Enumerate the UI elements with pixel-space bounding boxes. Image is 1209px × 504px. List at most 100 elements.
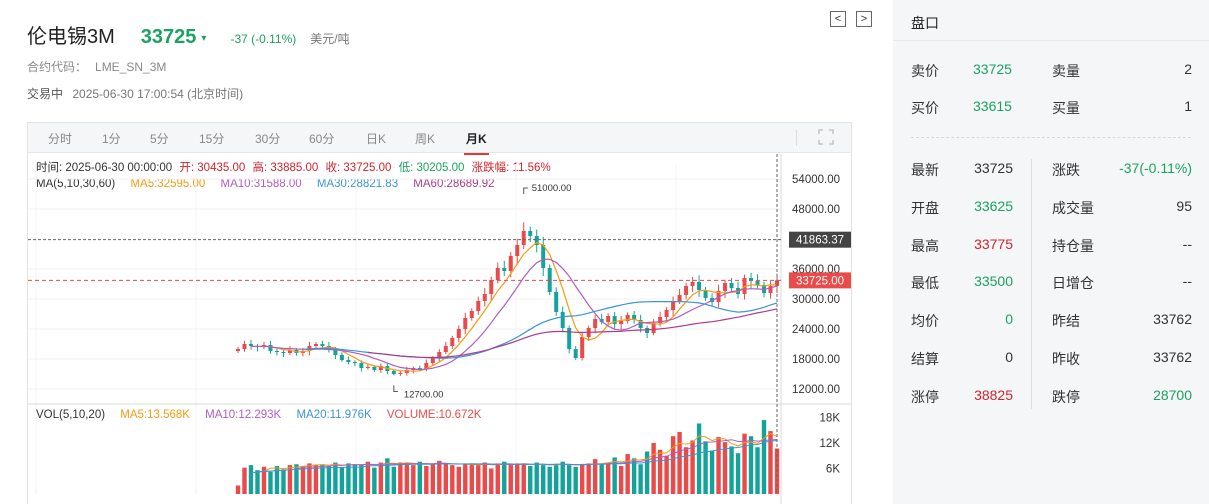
tab-30min[interactable]: 30分: [255, 132, 281, 146]
volume-bar: [618, 465, 624, 494]
volume-bar: [722, 442, 728, 494]
volume-bar: [281, 469, 286, 494]
candle-body: [651, 323, 656, 333]
tab-60min[interactable]: 60分: [309, 132, 335, 146]
volume-bar: [287, 465, 293, 494]
open-interest-value: --: [1182, 235, 1192, 252]
price-tick-label: 12000.00: [792, 384, 840, 396]
candle-body: [749, 278, 754, 281]
volume-bar: [508, 465, 513, 494]
volume-bar: [365, 461, 371, 494]
ma60-value: MA60:28689.92: [413, 178, 495, 190]
volume-bar: [378, 462, 384, 494]
bid-volume-label: 买量: [1052, 100, 1080, 116]
candle-body: [625, 315, 630, 321]
volume-bar: [768, 431, 773, 494]
settle-label: 结算: [911, 351, 939, 367]
volume-bar: [528, 465, 533, 494]
candle-body: [495, 268, 500, 280]
candle-body: [489, 280, 494, 294]
candle-body: [716, 291, 721, 302]
volume-bar: [599, 464, 604, 494]
prev-close-value: 33762: [1153, 349, 1192, 365]
prev-button[interactable]: <: [830, 11, 846, 27]
candle-body: [437, 352, 442, 358]
volume-bar: [274, 465, 280, 494]
candle-body: [404, 370, 409, 373]
next-button[interactable]: >: [856, 11, 872, 27]
vol-ma5: MA5:13.568K: [120, 409, 190, 421]
ask-price-label: 卖价: [911, 63, 939, 79]
candle-body: [430, 358, 435, 363]
candle-body: [281, 352, 286, 353]
candle-body: [619, 321, 624, 324]
volume-bar: [248, 465, 254, 494]
volume-bar: [586, 463, 591, 494]
volume-bar: [651, 443, 656, 494]
candle-body: [632, 315, 637, 320]
price-tick-label: 30000.00: [792, 294, 840, 306]
volume-bar: [735, 453, 741, 494]
candle-body: [521, 231, 526, 245]
volume-bar: [534, 462, 539, 494]
tab-1min[interactable]: 1分: [102, 132, 121, 146]
candle-body: [482, 294, 487, 301]
volume-bar: [313, 465, 319, 494]
volume-bar: [742, 433, 747, 494]
candle-body: [456, 329, 461, 338]
tab-weekly-k[interactable]: 周K: [415, 132, 436, 146]
candle-body: [755, 281, 760, 285]
candle-body: [469, 311, 474, 318]
volume-bar: [326, 465, 332, 494]
volume-bar: [579, 464, 585, 494]
period-tabbar: 分时 1分 5分 15分 30分 60分 日K 周K 月K: [28, 123, 851, 155]
candle-body: [339, 355, 344, 360]
volume-tick-label: 18K: [820, 413, 841, 425]
volume-bar: [352, 464, 358, 494]
candle-body: [593, 319, 598, 328]
volume-label: 成交量: [1052, 199, 1094, 216]
volume-bar: [482, 462, 487, 494]
candle-body: [248, 344, 253, 346]
volume-bar: [716, 437, 721, 494]
candle-body: [417, 368, 422, 369]
volume-bar: [729, 446, 734, 494]
fullscreen-icon[interactable]: [818, 129, 834, 145]
volume-bar: [515, 463, 520, 494]
ohlc-close: 收: 33725.00: [325, 162, 392, 174]
low-marker-label: 12700.00: [404, 390, 444, 401]
latest-value: 33725: [974, 160, 1013, 176]
candle-body: [664, 310, 669, 317]
tab-5min[interactable]: 5分: [150, 132, 169, 146]
ma10-value: MA10:31588.00: [220, 178, 302, 190]
candle-body: [742, 278, 747, 294]
volume-bar: [748, 436, 754, 494]
status-row: 交易中 2025-06-30 17:00:54 (北京时间): [27, 85, 243, 102]
timestamp: 2025-06-30 17:00:54 (北京时间): [72, 87, 244, 101]
high-label: 最高: [911, 237, 939, 254]
low-label: 最低: [911, 275, 939, 292]
volume-bar: [573, 466, 578, 494]
ohlc-change-pct: 涨跌幅: 11.56%: [471, 162, 551, 174]
candle-body: [476, 301, 481, 311]
price-unit: 美元/吨: [310, 32, 350, 46]
volume-bar: [300, 466, 306, 494]
volume-bar: [476, 465, 481, 494]
tab-monthly-k[interactable]: 月K: [464, 132, 489, 155]
tab-timeshare[interactable]: 分时: [48, 132, 73, 146]
tab-15min[interactable]: 15分: [199, 132, 225, 146]
candle-body: [365, 367, 370, 368]
volume-bar: [307, 463, 312, 494]
volume-bar: [320, 464, 325, 494]
volume-bar: [333, 462, 338, 494]
panel-title-divider: [893, 40, 1209, 41]
kline-chart[interactable]: 54000.0048000.0036000.0030000.0024000.00…: [28, 154, 851, 504]
prev-settle-label: 昨结: [1052, 313, 1080, 330]
avg-label: 均价: [911, 313, 939, 330]
tab-daily-k[interactable]: 日K: [366, 132, 387, 146]
crosshair-price-box: [789, 231, 851, 248]
high-marker-label: 51000.00: [532, 183, 572, 194]
ohlc-low: 低: 30205.00: [398, 162, 465, 174]
candle-body: [508, 256, 513, 271]
ask-volume-label: 卖量: [1052, 63, 1080, 79]
